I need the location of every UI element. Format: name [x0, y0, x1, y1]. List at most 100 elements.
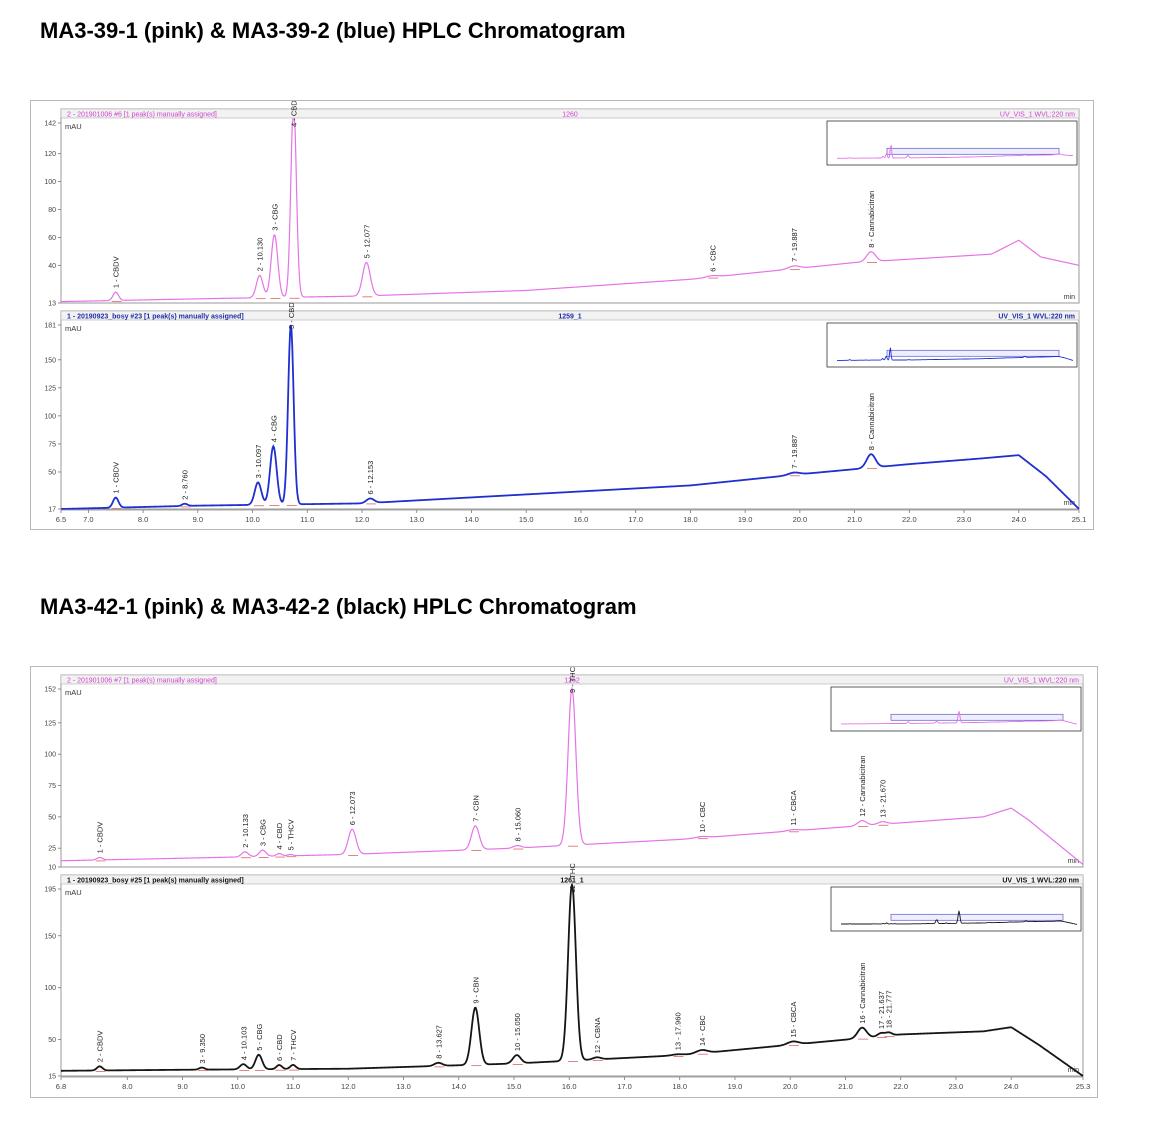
panel-header-right: UV_VIS_1 WVL:220 nm — [1000, 112, 1075, 119]
peak-label: 1 - CBDV — [112, 462, 121, 494]
y-tick-label: 50 — [48, 814, 56, 821]
y-tick-label: 50 — [48, 1037, 56, 1044]
x-tick-label: 21.0 — [847, 515, 862, 524]
peak-label: 9 - THC — [568, 667, 577, 693]
peak-label: 6 - 12.153 — [366, 461, 375, 495]
x-tick-label: 22.0 — [893, 1082, 908, 1091]
x-tick-label: 11.0 — [300, 515, 314, 524]
x-tick-label: 9.0 — [193, 515, 203, 524]
y-axis-unit: mAU — [65, 888, 82, 897]
x-tick-label: 10.0 — [230, 1082, 245, 1091]
y-axis-unit: mAU — [65, 688, 82, 697]
chart-title-2: MA3-42-1 (pink) & MA3-42-2 (black) HPLC … — [40, 594, 637, 619]
peak-label: 7 - 19.887 — [790, 228, 799, 262]
y-tick-label: 181 — [44, 323, 56, 330]
panel-header-left: 1 - 20190923_bosy #25 [1 peak(s) manuall… — [67, 878, 244, 885]
peak-label: 14 - CBC — [698, 1015, 707, 1046]
panel-1: 2 - 201901006 #6 [1 peak(s) manually ass… — [44, 101, 1080, 308]
x-tick-label: 23.0 — [957, 515, 972, 524]
peak-label: 18 - 21.777 — [885, 990, 894, 1028]
chromatogram-trace — [60, 118, 1080, 303]
chromatogram-trace — [60, 324, 1080, 510]
overview-trace — [841, 711, 1078, 725]
x-tick-label: 11.0 — [286, 1082, 300, 1091]
y-tick-label: 150 — [44, 933, 56, 940]
x-axis-unit: min — [1068, 858, 1079, 865]
x-tick-label: 23.0 — [949, 1082, 964, 1091]
panel-header-center: 1260 — [562, 112, 578, 119]
x-tick-label: 16.0 — [574, 515, 589, 524]
peak-label: 9 - CBN — [471, 977, 480, 1004]
peak-label: 13 - 17.960 — [674, 1012, 683, 1050]
panel-header-bar — [60, 108, 1080, 119]
x-tick-label: 20.0 — [793, 515, 808, 524]
peak-label: 5 - 12.077 — [362, 225, 371, 259]
x-tick-label: 12.0 — [341, 1082, 356, 1091]
x-axis-unit: min — [1064, 500, 1075, 507]
panel-header-right: UV_VIS_1 WVL:220 nm — [1002, 878, 1079, 885]
x-tick-label: 25.3 — [1076, 1082, 1091, 1091]
peak-label: 6 - CBD — [275, 1034, 284, 1061]
x-tick-label: 24.0 — [1011, 515, 1026, 524]
peak-label: 4 - 10.103 — [239, 1026, 248, 1060]
x-axis-unit: min — [1068, 1067, 1079, 1074]
x-tick-label: 24.0 — [1004, 1082, 1019, 1091]
peak-label: 3 - 9.350 — [198, 1034, 207, 1064]
peak-label: 16 - Cannabicitran — [858, 962, 867, 1023]
peak-label: 11 - CBCA — [789, 790, 798, 825]
peak-label: 4 - CBD — [290, 101, 299, 127]
peak-label: 6 - CBC — [708, 244, 717, 271]
peak-label: 17 - 21.637 — [877, 991, 886, 1029]
x-tick-label: 18.0 — [672, 1082, 687, 1091]
peak-label: 12 - CBNA — [593, 1017, 602, 1053]
y-tick-label: 50 — [48, 469, 56, 476]
peak-label: 4 - CBG — [269, 415, 278, 442]
panel-header-bar — [60, 674, 1084, 685]
overview-zoom-window — [886, 349, 1060, 357]
panel-header-right: UV_VIS_1 WVL:220 nm — [998, 314, 1075, 321]
peak-label: 1 - CBDV — [96, 822, 105, 854]
x-axis-unit: min — [1064, 294, 1075, 301]
y-tick-label: 10 — [48, 865, 56, 872]
peak-label: 2 - 10.130 — [256, 238, 265, 272]
x-tick-label: 14.0 — [451, 1082, 466, 1091]
peak-label: 8 - Cannabicitran — [867, 393, 876, 450]
y-tick-label: 13 — [48, 301, 56, 308]
y-tick-label: 60 — [48, 235, 56, 242]
peak-label: 12 - Cannabicitran — [858, 755, 867, 816]
chromatogram-trace — [60, 686, 1084, 865]
x-tick-label: 12.0 — [355, 515, 370, 524]
x-tick-label: 15.0 — [507, 1082, 522, 1091]
peak-label: 4 - CBD — [275, 822, 284, 849]
peak-label: 2 - 8.760 — [181, 470, 190, 500]
panel-2: 1 - 20190923_bosy #23 [1 peak(s) manuall… — [44, 302, 1080, 514]
x-tick-label: 9.0 — [177, 1082, 187, 1091]
x-tick-label: 16.0 — [562, 1082, 577, 1091]
peak-label: 7 - THCV — [289, 1030, 298, 1061]
peak-label: 2 - CBDV — [96, 1031, 105, 1063]
x-axis: 6.5 7.0 8.0 9.0 10.0 11.0 12.0 13.0 14.0 15.0 16.0… — [56, 509, 1087, 524]
x-tick-label: 13.0 — [409, 515, 424, 524]
y-tick-label: 75 — [48, 783, 56, 790]
panel-header-right: UV_VIS_1 WVL:220 nm — [1004, 678, 1079, 685]
overview-inset — [826, 322, 1078, 368]
x-tick-label: 22.0 — [902, 515, 917, 524]
peak-label: 5 - THCV — [286, 819, 295, 850]
x-tick-label: 19.0 — [738, 515, 753, 524]
y-axis-unit: mAU — [65, 324, 82, 333]
y-tick-label: 142 — [44, 121, 56, 128]
peak-label: 3 - CBG — [259, 819, 268, 846]
y-tick-label: 40 — [48, 263, 56, 270]
peak-label: 11 - THC — [568, 863, 577, 893]
peak-label: 8 - 13.627 — [434, 1025, 443, 1059]
x-tick-label: 15.0 — [519, 515, 534, 524]
y-tick-label: 80 — [48, 207, 56, 214]
x-tick-label: 14.0 — [464, 515, 479, 524]
overview-zoom-window — [886, 147, 1060, 155]
x-tick-label: 10.0 — [245, 515, 260, 524]
overview-inset — [830, 686, 1082, 732]
peak-label: 10 - 15.050 — [513, 1013, 522, 1051]
peak-label: 5 - CBD — [287, 302, 296, 329]
peak-label: 8 - Cannabicitran — [867, 191, 876, 248]
x-tick-label: 25.1 — [1072, 515, 1087, 524]
